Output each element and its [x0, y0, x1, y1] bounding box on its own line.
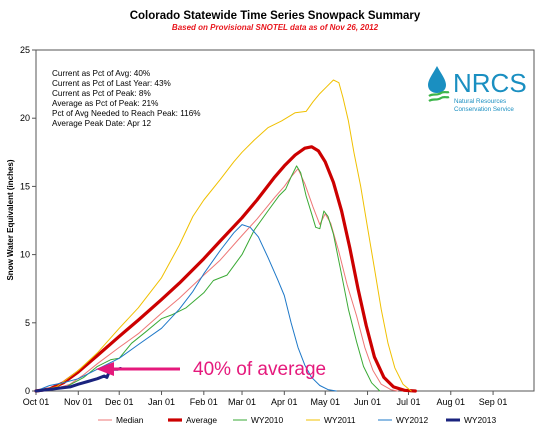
- water-drop-icon: [428, 66, 450, 102]
- chart-title: Colorado Statewide Time Series Snowpack …: [130, 10, 421, 22]
- x-tick-label: May 01: [310, 397, 340, 407]
- y-tick-label: 25: [20, 45, 30, 55]
- nrcs-logo: NRCS Natural Resources Conservation Serv…: [428, 66, 527, 113]
- plot-area: [35, 49, 535, 392]
- x-tick-label: Mar 01: [228, 397, 256, 407]
- series-line-median: [35, 168, 399, 392]
- x-tick-label: Sep 01: [479, 397, 508, 407]
- stat-line: Current as Pct of Last Year: 43%: [52, 79, 171, 88]
- legend-label: Median: [116, 415, 144, 425]
- nrcs-logo-subtitle: Natural Resources: [454, 98, 506, 105]
- legend-label: WY2011: [324, 415, 356, 425]
- stat-line: Current as Pct of Peak: 8%: [52, 89, 151, 98]
- y-axis-label: Snow Water Equivalent (inches): [6, 159, 15, 280]
- x-tick-label: Jun 01: [354, 397, 381, 407]
- stat-line: Current as Pct of Avg: 40%: [52, 69, 150, 78]
- y-tick-label: 10: [20, 250, 30, 260]
- stat-line: Average as Pct of Peak: 21%: [52, 99, 158, 108]
- y-tick-label: 0: [25, 386, 30, 396]
- y-tick-label: 20: [20, 113, 30, 123]
- y-tick-label: 15: [20, 181, 30, 191]
- statistics-block: Current as Pct of Avg: 40% Current as Pc…: [52, 69, 201, 128]
- x-tick-label: Feb 01: [190, 397, 218, 407]
- plot-frame: [35, 49, 535, 392]
- arrow-left-icon: [96, 362, 180, 376]
- x-tick-label: Aug 01: [437, 397, 466, 407]
- stat-line: Average Peak Date: Apr 12: [52, 119, 152, 128]
- x-tick-label: Dec 01: [105, 397, 134, 407]
- x-tick-label: Apr 01: [271, 397, 298, 407]
- nrcs-logo-subtitle: Conservation Service: [454, 106, 514, 113]
- callout: 40% of average: [96, 359, 326, 380]
- x-tick-label: Jan 01: [148, 397, 175, 407]
- chart-subtitle: Based on Provisional SNOTEL data as of N…: [172, 23, 379, 32]
- x-tick-label: Oct 01: [23, 397, 50, 407]
- x-axis: Oct 01 Nov 01 Dec 01 Jan 01 Feb 01 Mar 01 Apr …: [23, 391, 508, 407]
- y-axis: 0 5 10 15 20 25: [20, 45, 36, 396]
- legend-label: WY2012: [396, 415, 428, 425]
- series-line-wy2010: [35, 165, 381, 392]
- callout-text: 40% of average: [193, 359, 326, 380]
- x-tick-label: Nov 01: [64, 397, 93, 407]
- series-line-wy2011: [35, 79, 412, 392]
- stat-line: Pct of Avg Needed to Reach Peak: 116%: [52, 109, 201, 118]
- nrcs-logo-text: NRCS: [453, 68, 527, 98]
- legend-label: WY2010: [251, 415, 283, 425]
- legend-label: WY2013: [464, 415, 496, 425]
- series-line-average: [34, 145, 417, 393]
- legend: Median Average WY2010 WY2011 WY2012 WY2013: [98, 415, 496, 425]
- legend-label: Average: [186, 415, 217, 425]
- x-tick-label: Jul 01: [396, 397, 420, 407]
- y-tick-label: 5: [25, 318, 30, 328]
